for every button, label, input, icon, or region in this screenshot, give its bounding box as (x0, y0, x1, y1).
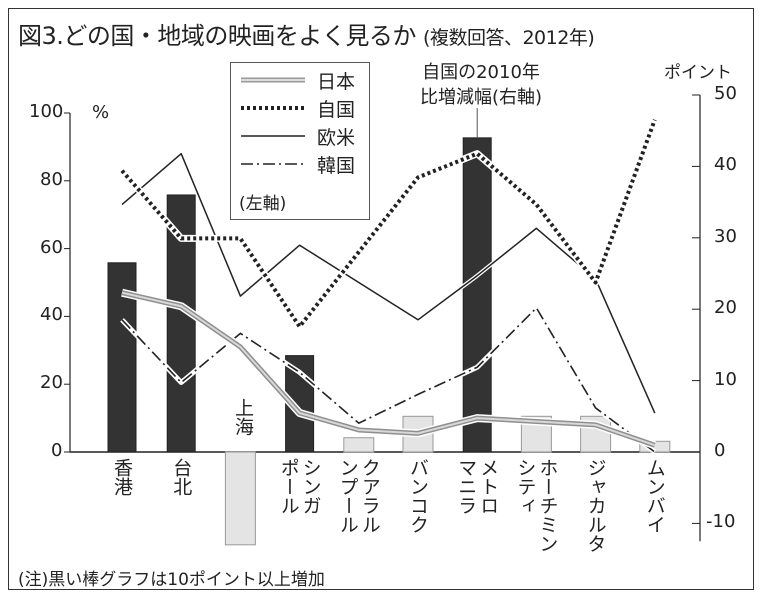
legend-label: 日本 (317, 71, 356, 93)
legend-item-korea: 韓国 (239, 151, 367, 177)
left-tick-label: 100 (29, 101, 64, 122)
left-tick-label: 40 (40, 304, 63, 326)
bar-4 (343, 437, 375, 453)
series-line-0 (121, 291, 656, 447)
legend-axis-note: (左軸) (239, 194, 287, 214)
right-tick-label: -10 (706, 511, 736, 533)
right-tick-label: 50 (714, 83, 737, 104)
category-label: ホーチミン シティ (514, 458, 559, 553)
category-label: ジャカルタ (584, 458, 607, 553)
bar-2 (224, 451, 256, 546)
legend-swatch-japan (241, 77, 305, 83)
series-line-3-halo (120, 305, 657, 455)
legend-item-japan: 日本 (239, 67, 367, 93)
legend-label: 欧米 (317, 127, 356, 149)
legend: 日本 自国 欧米 韓国 (左軸) (230, 62, 370, 220)
legend-swatch-west (241, 135, 305, 137)
category-label: 上海 (232, 398, 254, 436)
legend-swatch-korea (241, 163, 305, 165)
right-tick-label: 20 (714, 297, 737, 319)
right-tick-label: 10 (714, 368, 737, 390)
left-tick-label: 20 (40, 372, 63, 394)
legend-swatch-home (241, 106, 305, 110)
chart-title: 図3.どの国・地域の映画をよく見るか (複数回答、2012年) (18, 16, 595, 51)
right-tick-label: 30 (714, 225, 737, 247)
category-label: 台北 (170, 458, 193, 496)
bar-6 (462, 137, 492, 453)
category-label: シンガ ポール (277, 458, 322, 515)
legend-item-west: 欧米 (239, 123, 367, 149)
category-label: バンコク (407, 458, 429, 534)
series-line-1 (120, 119, 657, 329)
category-label: クアラル ンプール (336, 458, 381, 534)
footnote: (注)黒い棒グラフは10ポイント以上増加 (18, 570, 325, 590)
series-line-2 (121, 152, 656, 414)
right-tick-label: 0 (714, 440, 726, 461)
left-tick-label: 60 (40, 236, 63, 258)
left-tick-label: 0 (51, 440, 63, 461)
right-tick-label: 40 (714, 154, 737, 176)
right-axis-unit: ポイント (664, 63, 732, 83)
left-axis-unit: % (92, 102, 110, 123)
chart-frame (8, 8, 754, 590)
title-text: 図3.どの国・地域の映画をよく見るか (18, 22, 416, 50)
legend-label: 自国 (317, 99, 356, 121)
legend-label: 韓国 (317, 155, 356, 177)
chart-subtitle: (複数回答、2012年) (423, 27, 595, 49)
legend-item-home: 自国 (239, 95, 367, 121)
series-line-1-halo (119, 118, 659, 331)
category-label: 香港 (111, 458, 133, 496)
bar-annotation: 自国の2010年 比増減幅(右軸) (420, 62, 543, 108)
left-tick-label: 80 (40, 168, 63, 190)
category-label: メトロ マニラ (455, 458, 500, 515)
category-label: ムンバイ (643, 458, 666, 534)
